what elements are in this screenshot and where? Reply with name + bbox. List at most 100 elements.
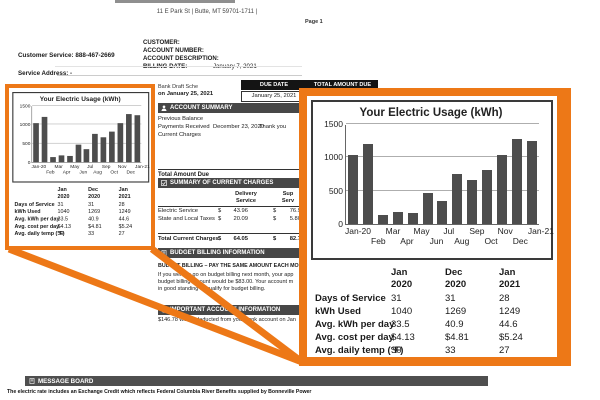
message-board-header: MESSAGE BOARD bbox=[25, 376, 488, 386]
x-tick-label: Jan-20 bbox=[31, 163, 47, 169]
usage-bar bbox=[67, 156, 73, 163]
usage-cell-value: 31 bbox=[88, 201, 95, 208]
usage-cell-value: 33 bbox=[88, 230, 95, 237]
letterhead-bar bbox=[115, 0, 235, 3]
bar-slot bbox=[391, 211, 406, 224]
usage-bar bbox=[407, 213, 418, 224]
supply-header-line2: Serv bbox=[281, 197, 295, 204]
charge-row-taxes: State and Local Taxes $ 20.09 $ 5.80 bbox=[158, 216, 333, 224]
bar-slot bbox=[465, 180, 480, 224]
person-icon bbox=[161, 105, 167, 111]
usage-row-label: kWh Used bbox=[14, 208, 41, 215]
usage-row-label: Days of Service bbox=[315, 293, 386, 304]
bar-slot bbox=[376, 214, 391, 224]
bar-slot bbox=[361, 144, 376, 224]
usage-cell-value: $5.24 bbox=[499, 332, 523, 343]
delivery-header-line1: Delivery bbox=[235, 191, 257, 197]
bar-slot bbox=[99, 137, 107, 163]
payment-date: December 23, 2020 bbox=[213, 124, 264, 130]
x-tick-label: Sep bbox=[101, 163, 111, 169]
payments-received-label: Payments Received bbox=[158, 124, 210, 130]
usage-table-header-row: Jan 2020 Dec 2020 Jan 2021 bbox=[315, 267, 553, 291]
bar-slot bbox=[509, 139, 524, 224]
usage-cell-value: 31 bbox=[57, 201, 64, 208]
bar-slot bbox=[435, 200, 450, 224]
total-amount-due-header: TOTAL AMOUNT DUE bbox=[307, 80, 378, 90]
usage-bar bbox=[348, 154, 359, 224]
colheader-month: Dec bbox=[445, 267, 463, 278]
usage-table-corner bbox=[15, 187, 58, 201]
usage-cell-value: 33 bbox=[445, 345, 456, 356]
usage-bar bbox=[134, 115, 140, 163]
usage-cell-value: 33.5 bbox=[57, 215, 69, 223]
usage-cell-value: $4.13 bbox=[391, 332, 415, 343]
usage-table-header-row: Jan 2020 Dec 2020 Jan 2021 bbox=[15, 187, 150, 201]
colheader-year: 2020 bbox=[391, 279, 413, 290]
x-tick-label: Mar bbox=[54, 163, 63, 169]
x-tick-label: Oct bbox=[484, 236, 498, 246]
usage-cell-value: $4.13 bbox=[57, 223, 72, 230]
important-info-title: IMPORTANT ACCOUNT INFORMATION bbox=[170, 307, 281, 313]
document-icon bbox=[161, 250, 167, 256]
x-tick-label: Dec bbox=[126, 168, 136, 175]
x-tick-label: Aug bbox=[93, 168, 102, 175]
delivery-amount: 20.09 bbox=[233, 216, 248, 222]
usage-bar bbox=[75, 144, 82, 163]
bar-slot bbox=[57, 155, 65, 163]
chart-title: Your Electric Usage (kWh) bbox=[359, 107, 503, 119]
colheader-month: Jan bbox=[391, 267, 408, 278]
bar-slot bbox=[420, 193, 435, 224]
usage-bar bbox=[378, 214, 389, 224]
usage-chart: Your Electric Usage (kWh) 0 500 1000 1500 J… bbox=[12, 92, 150, 183]
y-tick-label: 0 bbox=[27, 159, 31, 166]
x-tick-label: Jan-20 bbox=[345, 226, 371, 236]
info-circle-icon bbox=[161, 307, 167, 313]
x-tick-label: Nov bbox=[497, 226, 513, 236]
x-tick-label: Oct bbox=[110, 168, 118, 175]
colheader-year: 2021 bbox=[499, 279, 521, 290]
bar-slot bbox=[524, 140, 539, 224]
y-tick-label: 1500 bbox=[324, 119, 343, 129]
y-tick-label: 1000 bbox=[324, 152, 343, 163]
important-info-header: IMPORTANT ACCOUNT INFORMATION bbox=[158, 305, 310, 315]
usage-bar bbox=[58, 155, 65, 163]
colheader-year: 2020 bbox=[57, 193, 70, 200]
budget-billing-header: BUDGET BILLING INFORMATION bbox=[158, 248, 310, 258]
x-tick-label: Nov bbox=[117, 163, 127, 169]
total-delivery-amount: 64.05 bbox=[233, 236, 248, 242]
usage-cell-value: 28 bbox=[499, 293, 510, 304]
currency-sign: $ bbox=[218, 208, 222, 214]
due-date-table: DUE DATE TOTAL AMOUNT DUE January 25, 20… bbox=[241, 80, 378, 102]
x-tick-label: Jun bbox=[79, 168, 88, 175]
colheader-month: Jan bbox=[118, 186, 128, 193]
total-rule bbox=[158, 233, 310, 234]
usage-bar bbox=[482, 170, 493, 224]
x-tick-label: Apr bbox=[62, 168, 71, 175]
usage-cell-value: 40.9 bbox=[88, 215, 99, 223]
due-date-header: DUE DATE bbox=[241, 80, 307, 90]
current-charges-row: Current Charges bbox=[158, 132, 201, 138]
chart-gridline bbox=[346, 123, 539, 124]
usage-bar bbox=[437, 200, 448, 224]
y-tick-label: 500 bbox=[328, 185, 343, 196]
current-charges-title: SUMMARY OF CURRENT CHARGES bbox=[170, 180, 274, 186]
usage-table-corner bbox=[315, 267, 391, 291]
usage-bar bbox=[33, 122, 40, 163]
usage-table-row: Days of Service 31 31 28 bbox=[315, 292, 553, 305]
charge-row-electric: Electric Service $ 43.96 $ 76.9 bbox=[158, 208, 333, 216]
usage-cell-value: 1269 bbox=[88, 208, 101, 215]
bar-slot bbox=[74, 144, 82, 163]
usage-bar bbox=[92, 133, 98, 163]
due-date-value: January 25, 2021 bbox=[241, 90, 307, 102]
x-tick-label: May bbox=[70, 163, 80, 169]
chart-gridline bbox=[346, 189, 539, 191]
bar-slot bbox=[66, 156, 74, 163]
usage-cell-value: 1249 bbox=[118, 208, 131, 215]
message-board-title: MESSAGE BOARD bbox=[38, 377, 94, 385]
y-tick-label: 1000 bbox=[19, 121, 31, 128]
x-tick-label: Feb bbox=[371, 236, 386, 246]
usage-table-colheader: Jan 2020 bbox=[58, 187, 89, 201]
usage-cell-value: 27 bbox=[118, 230, 125, 237]
usage-plot: 0 500 1000 1500 bbox=[20, 103, 142, 165]
usage-bar bbox=[109, 131, 115, 163]
